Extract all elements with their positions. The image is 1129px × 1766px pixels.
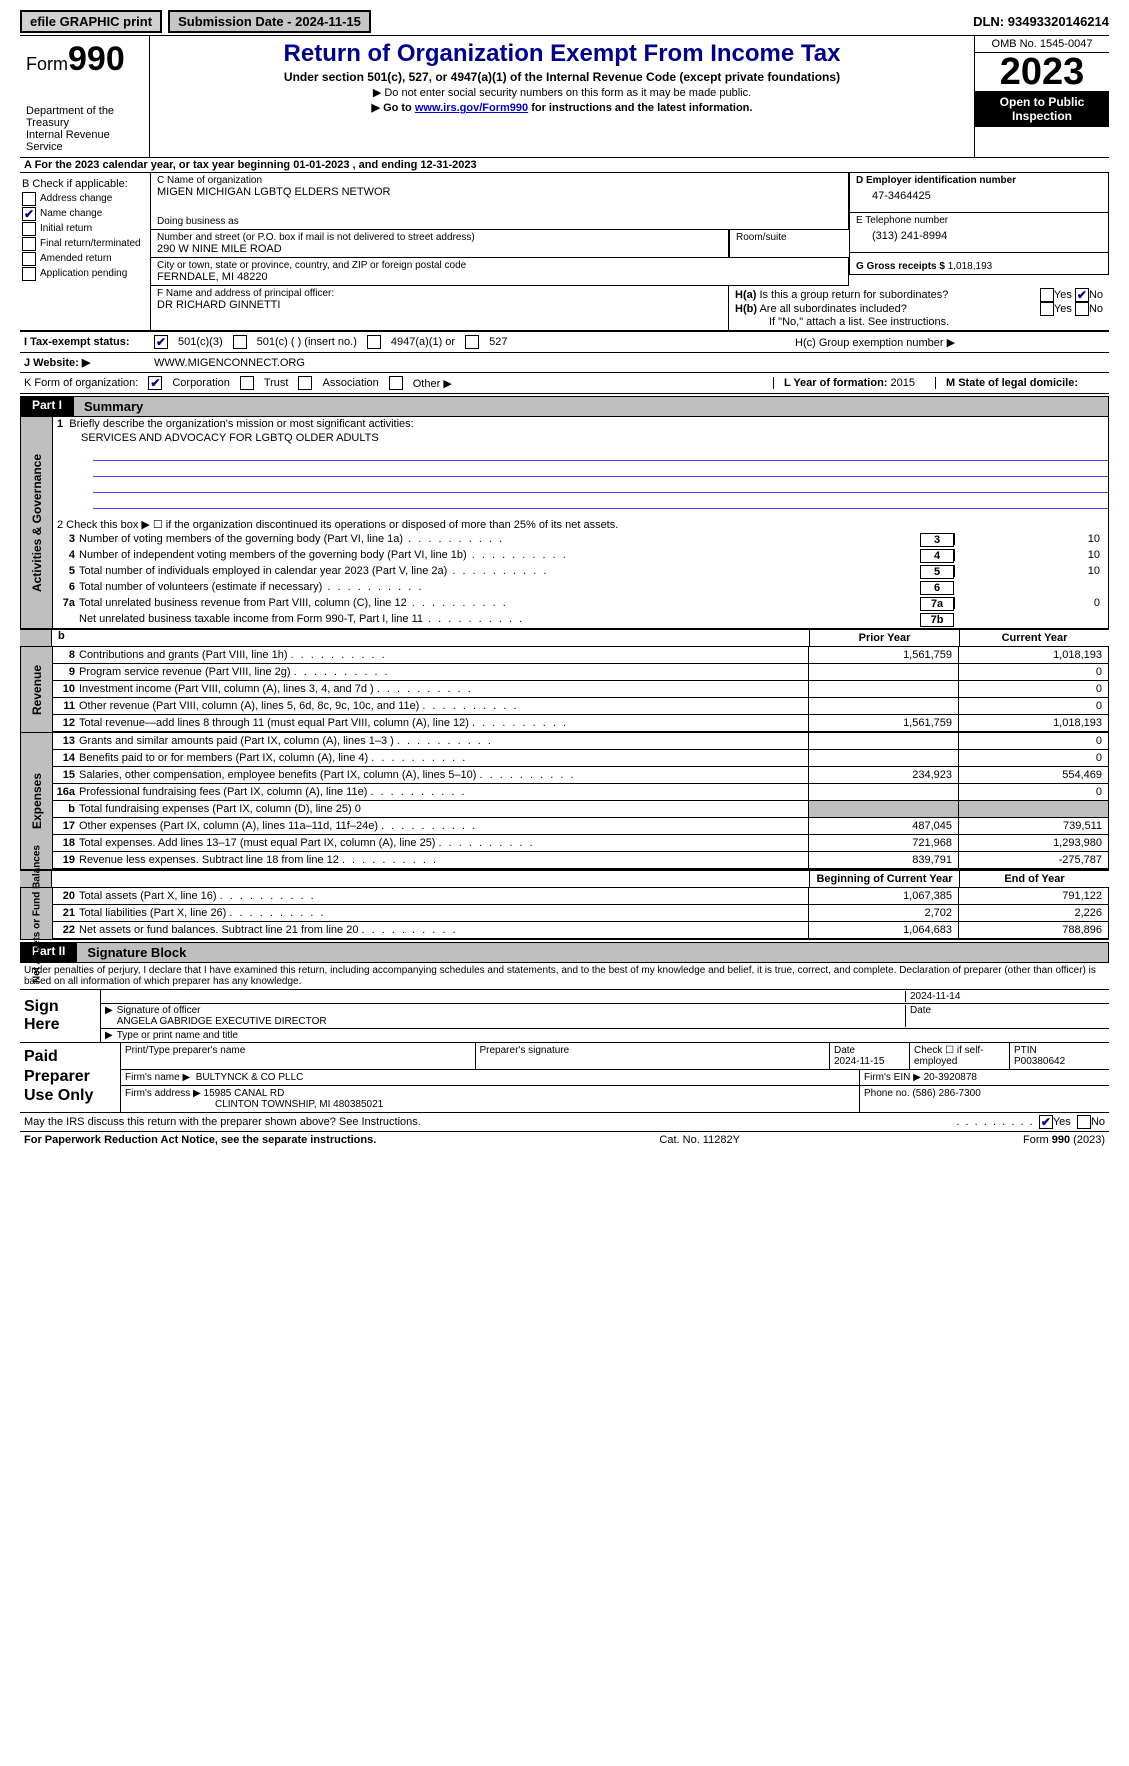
dln: DLN: 93493320146214 <box>973 14 1109 29</box>
fin-row: 21Total liabilities (Part X, line 26) 2,… <box>53 905 1108 922</box>
summary-line: 4Number of independent voting members of… <box>53 548 1108 564</box>
omb-year-cell: OMB No. 1545-0047 2023 Open to Public In… <box>974 36 1109 157</box>
box-b: B Check if applicable: Address change Na… <box>20 173 150 286</box>
website-url: WWW.MIGENCONNECT.ORG <box>154 357 305 369</box>
year-formation: 2015 <box>891 377 915 389</box>
fin-row: 10Investment income (Part VIII, column (… <box>53 681 1108 698</box>
part-2-header: Part II Signature Block <box>20 942 1109 963</box>
submission-date-box: Submission Date - 2024-11-15 <box>168 10 371 33</box>
net-header: Beginning of Current Year End of Year <box>20 870 1109 888</box>
cb-address-change[interactable]: Address change <box>22 192 148 206</box>
cb-other[interactable] <box>389 376 403 390</box>
row-a-tax-year: A For the 2023 calendar year, or tax yea… <box>20 158 1109 172</box>
officer-group-row: F Name and address of principal officer:… <box>20 286 1109 331</box>
cb-corp[interactable] <box>148 376 162 390</box>
form-header: Form990 Department of the Treasury Inter… <box>20 35 1109 158</box>
cb-initial-return[interactable]: Initial return <box>22 222 148 236</box>
ha-yes[interactable] <box>1040 288 1054 302</box>
sig-date: 2024-11-14 <box>905 991 1105 1002</box>
efile-button[interactable]: efile GRAPHIC print <box>20 10 162 33</box>
cb-name-change[interactable]: Name change <box>22 207 148 221</box>
website-row: J Website: ▶ WWW.MIGENCONNECT.ORG <box>20 352 1109 372</box>
principal-officer: DR RICHARD GINNETTI <box>157 299 722 311</box>
fin-row: 12Total revenue—add lines 8 through 11 (… <box>53 715 1108 732</box>
ha-no[interactable] <box>1075 288 1089 302</box>
fin-row: 13Grants and similar amounts paid (Part … <box>53 733 1108 750</box>
cb-527[interactable] <box>465 335 479 349</box>
cb-4947[interactable] <box>367 335 381 349</box>
tax-exempt-row: I Tax-exempt status: 501(c)(3) 501(c) ( … <box>20 331 1109 352</box>
org-name: MIGEN MICHIGAN LGBTQ ELDERS NETWOR <box>157 186 842 198</box>
cb-amended[interactable]: Amended return <box>22 252 148 266</box>
box-c: C Name of organization MIGEN MICHIGAN LG… <box>150 173 849 286</box>
discuss-yes[interactable] <box>1039 1115 1053 1129</box>
dept-label: Department of the Treasury Internal Reve… <box>26 105 143 153</box>
top-bar: efile GRAPHIC print Submission Date - 20… <box>20 10 1109 33</box>
fin-row: 11Other revenue (Part VIII, column (A), … <box>53 698 1108 715</box>
irs-link[interactable]: www.irs.gov/Form990 <box>415 102 528 114</box>
discuss-row: May the IRS discuss this return with the… <box>20 1112 1109 1131</box>
fin-row: 14Benefits paid to or for members (Part … <box>53 750 1108 767</box>
summary-line: 3Number of voting members of the governi… <box>53 532 1108 548</box>
revenue-section: Revenue 8Contributions and grants (Part … <box>20 647 1109 733</box>
firm-address: 15985 CANAL RD <box>204 1088 285 1099</box>
subtitle-1: Under section 501(c), 527, or 4947(a)(1)… <box>154 70 970 84</box>
hb-yes[interactable] <box>1040 302 1054 316</box>
cb-trust[interactable] <box>240 376 254 390</box>
cb-501c[interactable] <box>233 335 247 349</box>
gross-receipts: 1,018,193 <box>948 261 993 272</box>
form-org-row: K Form of organization: Corporation Trus… <box>20 372 1109 394</box>
tax-year: 2023 <box>975 53 1109 91</box>
fin-row: 18Total expenses. Add lines 13–17 (must … <box>53 835 1108 852</box>
perjury-statement: Under penalties of perjury, I declare th… <box>20 963 1109 989</box>
firm-phone: (586) 286-7300 <box>912 1088 980 1099</box>
summary-line: 6Total number of volunteers (estimate if… <box>53 580 1108 596</box>
cb-app-pending[interactable]: Application pending <box>22 267 148 281</box>
firm-name: BULTYNCK & CO PLLC <box>196 1072 304 1083</box>
fin-row: 22Net assets or fund balances. Subtract … <box>53 922 1108 939</box>
summary-line: 5Total number of individuals employed in… <box>53 564 1108 580</box>
fin-row: 9Program service revenue (Part VIII, lin… <box>53 664 1108 681</box>
form-title: Return of Organization Exempt From Incom… <box>154 40 970 68</box>
fin-row: bTotal fundraising expenses (Part IX, co… <box>53 801 1108 818</box>
fin-row: 8Contributions and grants (Part VIII, li… <box>53 647 1108 664</box>
firm-city: CLINTON TOWNSHIP, MI 480385021 <box>125 1099 383 1110</box>
street-address: 290 W NINE MILE ROAD <box>157 243 722 255</box>
cb-501c3[interactable] <box>154 335 168 349</box>
cb-final-return[interactable]: Final return/terminated <box>22 237 148 251</box>
summary-line: Net unrelated business taxable income fr… <box>53 612 1108 628</box>
submission-date-label: Submission Date - <box>178 14 295 29</box>
form-footer: For Paperwork Reduction Act Notice, see … <box>20 1131 1109 1148</box>
fin-row: 20Total assets (Part X, line 16) 1,067,3… <box>53 888 1108 905</box>
sign-here-block: Sign Here 2024-11-14 Signature of office… <box>20 989 1109 1042</box>
entity-grid: B Check if applicable: Address change Na… <box>20 172 1109 286</box>
expenses-section: Expenses 13Grants and similar amounts pa… <box>20 733 1109 870</box>
part-1-header: Part I Summary <box>20 396 1109 417</box>
net-assets-section: Net Assets or Fund Balances 20Total asse… <box>20 888 1109 940</box>
box-d: D Employer identification number 47-3464… <box>849 173 1109 286</box>
prep-date: 2024-11-15 <box>834 1056 884 1067</box>
fin-row: 17Other expenses (Part IX, column (A), l… <box>53 818 1108 835</box>
cb-assoc[interactable] <box>298 376 312 390</box>
mission-text: SERVICES AND ADVOCACY FOR LGBTQ OLDER AD… <box>57 432 1104 444</box>
telephone: (313) 241-8994 <box>856 230 1102 242</box>
officer-name: ANGELA GABRIDGE EXECUTIVE DIRECTOR <box>117 1016 905 1027</box>
fin-row: 16aProfessional fundraising fees (Part I… <box>53 784 1108 801</box>
summary-line: 7aTotal unrelated business revenue from … <box>53 596 1108 612</box>
governance-section: Activities & Governance 1 Briefly descri… <box>20 417 1109 629</box>
fin-row: 15Salaries, other compensation, employee… <box>53 767 1108 784</box>
submission-date-value: 2024-11-15 <box>295 14 361 29</box>
hb-no[interactable] <box>1075 302 1089 316</box>
prior-current-header: b Prior Year Current Year <box>20 629 1109 647</box>
ptin: P00380642 <box>1014 1056 1065 1067</box>
fin-row: 19Revenue less expenses. Subtract line 1… <box>53 852 1108 869</box>
form-id-cell: Form990 Department of the Treasury Inter… <box>20 36 150 157</box>
ein: 47-3464425 <box>856 190 1102 202</box>
title-cell: Return of Organization Exempt From Incom… <box>150 36 974 157</box>
paid-preparer-block: Paid Preparer Use Only Print/Type prepar… <box>20 1042 1109 1112</box>
discuss-no[interactable] <box>1077 1115 1091 1129</box>
city-state-zip: FERNDALE, MI 48220 <box>157 271 842 283</box>
open-to-public: Open to Public Inspection <box>975 91 1109 127</box>
firm-ein: 20-3920878 <box>924 1072 977 1083</box>
